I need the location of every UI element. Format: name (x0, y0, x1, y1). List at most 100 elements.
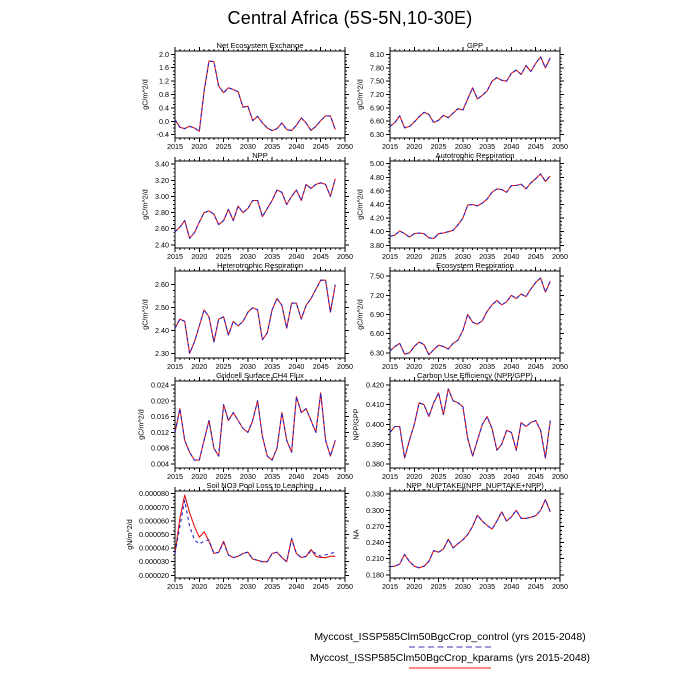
svg-text:2025: 2025 (431, 582, 447, 591)
svg-text:0.000040: 0.000040 (139, 544, 169, 553)
svg-text:7.50: 7.50 (370, 272, 384, 281)
svg-text:2025: 2025 (431, 362, 447, 371)
svg-text:2040: 2040 (503, 142, 519, 151)
svg-text:0.240: 0.240 (366, 538, 384, 547)
svg-text:2050: 2050 (337, 362, 353, 371)
svg-text:2025: 2025 (431, 252, 447, 261)
svg-text:2.50: 2.50 (155, 303, 169, 312)
svg-text:Autotrophic Respiration: Autotrophic Respiration (436, 151, 515, 160)
svg-text:2045: 2045 (528, 252, 544, 261)
svg-text:gN/m^2/d: gN/m^2/d (125, 519, 134, 550)
chart-carbon-use-efficiency-npp-gpp: Carbon Use Efficiency (NPP/GPP) NPP/GPP 20… (352, 371, 569, 481)
legend-entry-kparams: Myccost_ISSP585Clm50BgcCrop_kparams (yrs… (310, 652, 590, 669)
svg-text:2015: 2015 (167, 142, 183, 151)
svg-text:2035: 2035 (264, 472, 280, 481)
svg-text:gC/m^2/d: gC/m^2/d (140, 79, 149, 110)
chart-npp: NPP gC/m^2/d 2015 2020 2025 2030 2035 2040 2045 2… (140, 151, 353, 261)
svg-text:7.20: 7.20 (370, 291, 384, 300)
svg-text:0.020: 0.020 (151, 396, 169, 405)
svg-text:6.30: 6.30 (370, 130, 384, 139)
svg-text:2040: 2040 (288, 362, 304, 371)
svg-text:1.2: 1.2 (159, 77, 169, 86)
svg-text:2015: 2015 (382, 362, 398, 371)
svg-text:2015: 2015 (382, 472, 398, 481)
svg-text:gC/m^2/d: gC/m^2/d (355, 299, 364, 330)
svg-text:0.016: 0.016 (151, 412, 169, 421)
svg-text:2050: 2050 (337, 142, 353, 151)
legend-label-control: Myccost_ISSP585Clm50BgcCrop_control (yrs… (314, 631, 586, 643)
svg-text:5.00: 5.00 (370, 159, 384, 168)
svg-text:2045: 2045 (528, 142, 544, 151)
svg-text:2040: 2040 (503, 472, 519, 481)
svg-text:2.80: 2.80 (155, 208, 169, 217)
svg-text:Gridcell Surface CH4 Flux: Gridcell Surface CH4 Flux (216, 371, 304, 380)
svg-text:0.000070: 0.000070 (139, 503, 169, 512)
svg-text:2050: 2050 (552, 142, 568, 151)
svg-text:0.000020: 0.000020 (139, 571, 169, 580)
svg-text:2020: 2020 (191, 362, 207, 371)
svg-text:2040: 2040 (503, 362, 519, 371)
svg-text:2030: 2030 (240, 362, 256, 371)
svg-text:6.60: 6.60 (370, 329, 384, 338)
svg-text:2045: 2045 (313, 252, 329, 261)
svg-text:3.80: 3.80 (370, 241, 384, 250)
svg-text:2035: 2035 (264, 252, 280, 261)
svg-text:0.380: 0.380 (366, 460, 384, 469)
svg-text:2015: 2015 (382, 582, 398, 591)
svg-text:2035: 2035 (479, 472, 495, 481)
svg-text:0.400: 0.400 (366, 420, 384, 429)
charts-grid: Net Ecosystem Exchange gC/m^2/d 2015 2020 20… (125, 40, 568, 591)
svg-text:2.60: 2.60 (155, 224, 169, 233)
svg-text:4.20: 4.20 (370, 214, 384, 223)
svg-text:2050: 2050 (552, 252, 568, 261)
svg-text:2045: 2045 (313, 582, 329, 591)
svg-text:2030: 2030 (455, 582, 471, 591)
svg-text:Ecosystem Respiration: Ecosystem Respiration (436, 261, 514, 270)
svg-text:NPP: NPP (252, 151, 268, 160)
svg-text:2020: 2020 (406, 362, 422, 371)
svg-text:NPP/GPP: NPP/GPP (352, 408, 361, 440)
svg-text:0.420: 0.420 (366, 380, 384, 389)
svg-text:2035: 2035 (264, 362, 280, 371)
svg-text:0.8: 0.8 (159, 90, 169, 99)
svg-text:1.6: 1.6 (159, 63, 169, 72)
svg-text:2015: 2015 (382, 142, 398, 151)
svg-text:6.60: 6.60 (370, 117, 384, 126)
svg-text:gC/m^2/d: gC/m^2/d (355, 79, 364, 110)
svg-text:2050: 2050 (337, 472, 353, 481)
svg-text:6.90: 6.90 (370, 310, 384, 319)
svg-text:2030: 2030 (240, 582, 256, 591)
chart-heterotrophic-respiration: Heterotrophic Respiration gC/m^2/d 2015 202… (140, 261, 353, 371)
svg-text:2045: 2045 (528, 472, 544, 481)
svg-text:2035: 2035 (479, 142, 495, 151)
svg-text:7.50: 7.50 (370, 77, 384, 86)
svg-text:2035: 2035 (479, 582, 495, 591)
svg-text:0.024: 0.024 (151, 380, 169, 389)
svg-text:2035: 2035 (479, 362, 495, 371)
svg-text:0.330: 0.330 (366, 490, 384, 499)
svg-text:7.80: 7.80 (370, 63, 384, 72)
svg-text:-0.4: -0.4 (157, 130, 169, 139)
svg-text:NPP_NUPTAKE/(NPP_NUPTAKE+NPP): NPP_NUPTAKE/(NPP_NUPTAKE+NPP) (406, 481, 544, 490)
chart-autotrophic-respiration: Autotrophic Respiration gC/m^2/d 2015 2020 2… (355, 151, 568, 261)
svg-text:Heterotrophic Respiration: Heterotrophic Respiration (217, 261, 303, 270)
svg-text:2025: 2025 (216, 252, 232, 261)
svg-text:2015: 2015 (167, 252, 183, 261)
svg-text:2.40: 2.40 (155, 326, 169, 335)
svg-text:4.00: 4.00 (370, 227, 384, 236)
page-title: Central Africa (5S-5N,10-30E) (227, 8, 473, 28)
svg-text:2045: 2045 (313, 362, 329, 371)
svg-text:2015: 2015 (382, 252, 398, 261)
svg-text:2030: 2030 (455, 252, 471, 261)
svg-text:4.80: 4.80 (370, 173, 384, 182)
svg-text:6.30: 6.30 (370, 348, 384, 357)
svg-text:2025: 2025 (216, 582, 232, 591)
svg-text:0.000060: 0.000060 (139, 516, 169, 525)
svg-text:Net Ecosystem Exchange: Net Ecosystem Exchange (217, 41, 304, 50)
svg-text:NA: NA (352, 529, 361, 539)
chart-soil-no3-pool-loss-to-leaching: Soil NO3 Pool Loss to Leaching gN/m^2/d 20… (125, 481, 353, 591)
svg-text:2015: 2015 (167, 362, 183, 371)
svg-text:2030: 2030 (240, 252, 256, 261)
svg-text:0.0: 0.0 (159, 117, 169, 126)
svg-text:0.000030: 0.000030 (139, 557, 169, 566)
